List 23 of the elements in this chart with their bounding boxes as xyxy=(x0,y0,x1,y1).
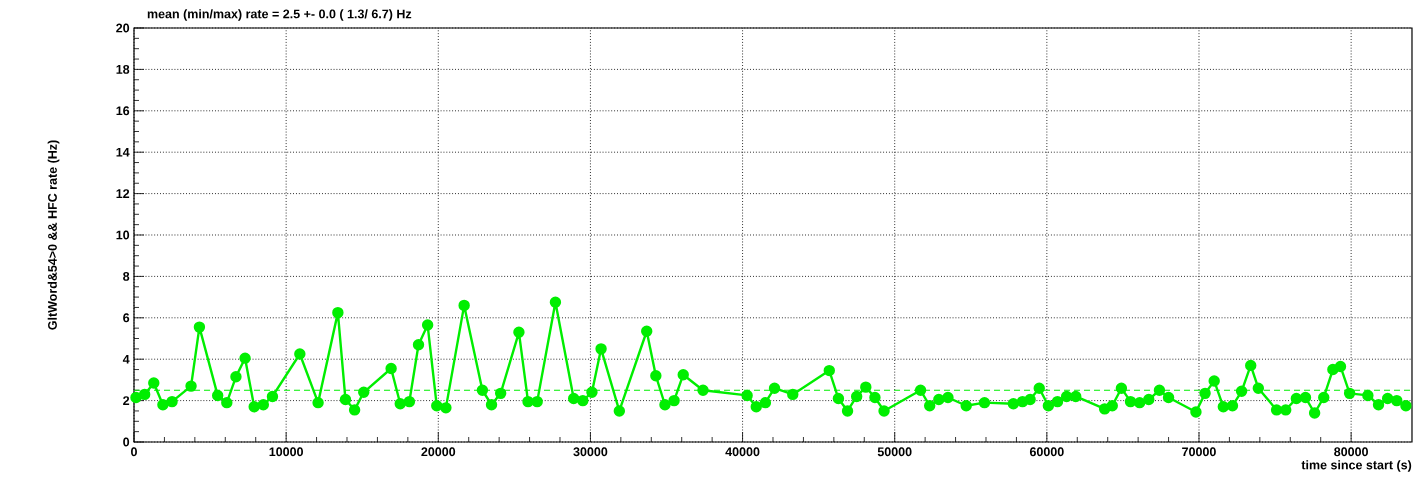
x-tick-label: 40000 xyxy=(725,447,760,457)
x-tick-label: 60000 xyxy=(1029,447,1064,457)
y-tick-label: 4 xyxy=(122,354,130,364)
y-tick-label: 6 xyxy=(123,313,130,323)
y-tick-label: 2 xyxy=(123,396,130,405)
x-tick-label: 80000 xyxy=(1334,447,1368,457)
x-tick-label: 70000 xyxy=(1182,447,1216,457)
y-tick-label: 14 xyxy=(116,147,130,157)
y-axis-title: GltWord&54>0 && HFC rate (Hz) xyxy=(47,140,60,330)
y-tick-label: 0 xyxy=(123,437,130,447)
y-tick-label: 12 xyxy=(116,189,130,198)
x-tick-label: 50000 xyxy=(877,447,912,457)
y-tick-label: 20 xyxy=(116,23,130,33)
x-tick-label: 20000 xyxy=(421,447,456,457)
y-tick-label: 10 xyxy=(116,230,130,240)
x-tick-label: 10000 xyxy=(269,447,303,457)
y-tick-label: 18 xyxy=(116,64,130,74)
y-tick-label: 16 xyxy=(116,106,130,116)
chart-title: mean (min/max) rate = 2.5 +- 0.0 ( 1.3/ 6.7) Hz xyxy=(147,9,412,21)
x-tick-label: 0 xyxy=(131,447,137,457)
y-tick-label: 8 xyxy=(123,271,130,281)
x-axis-title: time since start (s) xyxy=(1301,460,1412,472)
x-tick-label: 30000 xyxy=(573,447,608,457)
